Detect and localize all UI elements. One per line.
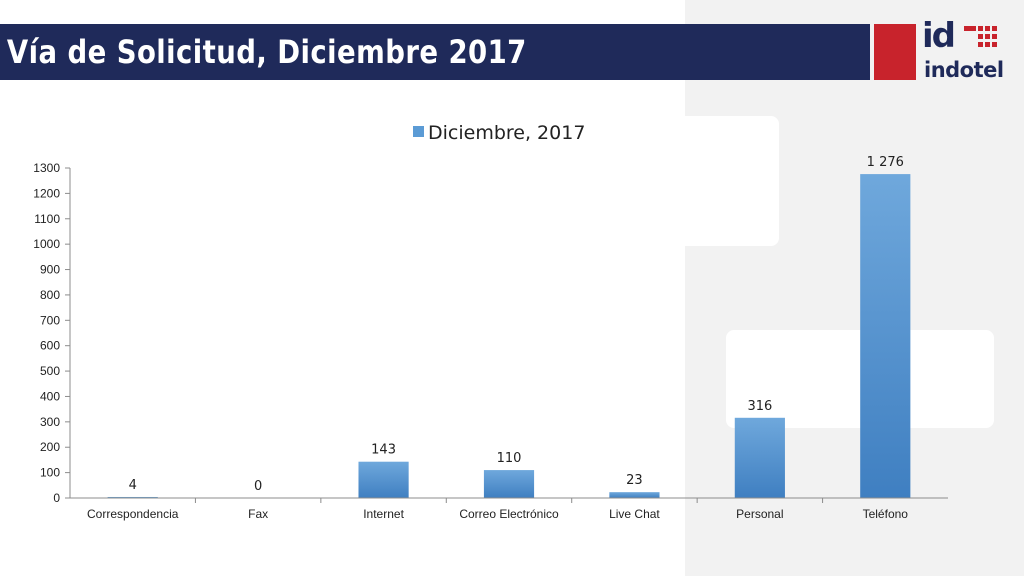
y-tick-label: 1200 bbox=[33, 186, 60, 200]
bar-2 bbox=[358, 461, 409, 498]
y-tick-label: 0 bbox=[53, 491, 60, 505]
bar-4 bbox=[609, 492, 660, 498]
data-label: 110 bbox=[497, 451, 522, 466]
legend-label: Diciembre, 2017 bbox=[428, 122, 585, 144]
background-card-bottom bbox=[726, 330, 994, 428]
y-tick-label: 300 bbox=[40, 415, 60, 429]
logo-word: indotel bbox=[924, 58, 1004, 82]
bar-0 bbox=[107, 496, 158, 498]
data-label: 23 bbox=[626, 473, 643, 488]
slide-title: Vía de Solicitud, Diciembre 2017 bbox=[6, 33, 527, 71]
y-tick-label: 100 bbox=[40, 466, 60, 480]
x-axis: Correspondencia Fax Internet Correo Electró… bbox=[70, 497, 948, 521]
y-tick-label: 400 bbox=[40, 389, 60, 403]
logo-red-block bbox=[874, 24, 916, 80]
data-label: 143 bbox=[371, 443, 396, 458]
x-tick-label: Correo Electrónico bbox=[459, 507, 559, 521]
bar-5 bbox=[734, 417, 785, 498]
data-label: 0 bbox=[254, 479, 262, 494]
bar-6 bbox=[860, 174, 911, 499]
logo-mark: id bbox=[922, 16, 956, 56]
bar-3 bbox=[483, 470, 535, 498]
y-tick-label: 900 bbox=[40, 263, 60, 277]
y-tick-label: 1000 bbox=[33, 237, 60, 251]
x-tick-label: Teléfono bbox=[863, 507, 909, 521]
indotel-logo: id indotel bbox=[922, 16, 1004, 84]
logo-dots-icon bbox=[964, 26, 1000, 48]
data-label: 4 bbox=[129, 478, 137, 493]
x-tick-label: Internet bbox=[363, 507, 404, 521]
y-tick-label: 600 bbox=[40, 339, 60, 353]
title-bar: Vía de Solicitud, Diciembre 2017 bbox=[0, 24, 870, 80]
bars: 4 0 143 110 23 316 1 276 bbox=[107, 155, 911, 499]
x-tick-label: Correspondencia bbox=[87, 507, 179, 521]
background-card-top bbox=[685, 116, 779, 246]
data-label: 1 276 bbox=[867, 155, 904, 170]
x-tick-label: Fax bbox=[248, 507, 268, 521]
y-tick-label: 1100 bbox=[34, 212, 60, 226]
x-tick-label: Live Chat bbox=[609, 507, 660, 521]
y-tick-label: 1300 bbox=[33, 161, 60, 175]
chart-legend: Diciembre, 2017 bbox=[413, 122, 585, 144]
data-label: 316 bbox=[747, 399, 772, 414]
y-tick-label: 200 bbox=[40, 440, 60, 454]
x-tick-label: Personal bbox=[736, 507, 783, 521]
y-tick-label: 500 bbox=[40, 364, 60, 378]
y-axis: 0 100 200 300 400 500 600 700 800 900 1000 1100 1200… bbox=[33, 161, 71, 505]
legend-swatch bbox=[413, 126, 424, 137]
y-tick-label: 800 bbox=[40, 288, 60, 302]
y-tick-label: 700 bbox=[40, 313, 60, 327]
